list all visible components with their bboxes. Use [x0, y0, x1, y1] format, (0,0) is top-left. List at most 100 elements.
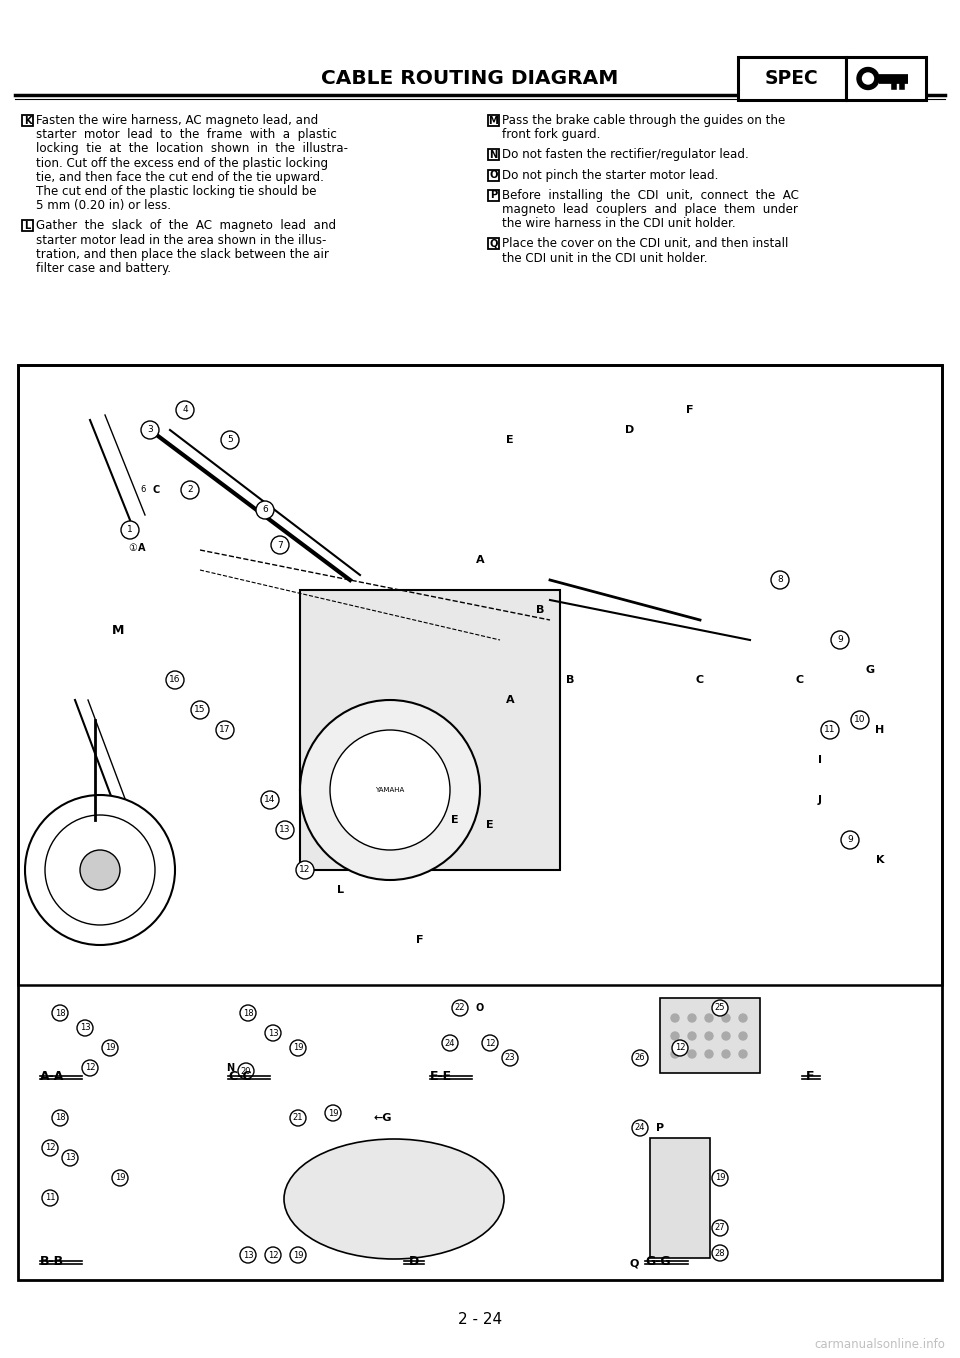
Bar	[738, 57, 846, 100]
Text: L: L	[337, 885, 344, 895]
Bar	[620, 1099, 940, 1281]
Text: M: M	[111, 623, 124, 637]
Circle shape	[265, 1247, 281, 1263]
Circle shape	[82, 1061, 98, 1076]
Text: C: C	[153, 485, 159, 496]
Circle shape	[851, 712, 869, 729]
Bar	[30, 993, 208, 1093]
Text: F: F	[417, 936, 423, 945]
Text: 12: 12	[84, 1063, 95, 1073]
Circle shape	[688, 1032, 696, 1040]
Text: 19: 19	[115, 1173, 125, 1183]
Text: 2 - 24: 2 - 24	[458, 1312, 502, 1328]
Text: I: I	[818, 755, 822, 765]
Circle shape	[705, 1050, 713, 1058]
Circle shape	[722, 1050, 730, 1058]
Bar	[488, 115, 499, 126]
Text: 12: 12	[675, 1043, 685, 1052]
Text: A-A: A-A	[40, 1070, 64, 1082]
Circle shape	[862, 73, 874, 84]
Text: Do not fasten the rectifier/regulator lead.: Do not fasten the rectifier/regulator le…	[502, 148, 749, 162]
Circle shape	[181, 481, 199, 498]
Circle shape	[712, 1171, 728, 1186]
Circle shape	[452, 999, 468, 1016]
Text: 10: 10	[854, 716, 866, 725]
Circle shape	[482, 1035, 498, 1051]
Bar	[420, 993, 610, 1093]
Circle shape	[325, 1105, 341, 1120]
Text: front fork guard.: front fork guard.	[502, 128, 600, 141]
Text: ①: ①	[129, 543, 137, 553]
Circle shape	[712, 1219, 728, 1236]
Circle shape	[671, 1032, 679, 1040]
Text: 4: 4	[182, 406, 188, 414]
Circle shape	[176, 401, 194, 420]
Circle shape	[722, 1032, 730, 1040]
Text: 19: 19	[327, 1108, 338, 1118]
Text: 19: 19	[293, 1043, 303, 1052]
Text: magneto  lead  couplers  and  place  them  under: magneto lead couplers and place them und…	[502, 202, 798, 216]
Circle shape	[276, 822, 294, 839]
Text: ←G: ←G	[383, 1205, 401, 1215]
Text: A: A	[476, 555, 484, 565]
Text: Pass the brake cable through the guides on the: Pass the brake cable through the guides …	[502, 114, 785, 128]
Text: CABLE ROUTING DIAGRAM: CABLE ROUTING DIAGRAM	[322, 68, 618, 87]
Text: 2: 2	[187, 486, 193, 494]
Circle shape	[841, 831, 859, 849]
Bar	[300, 589, 560, 870]
Circle shape	[330, 731, 450, 850]
Circle shape	[712, 1245, 728, 1262]
Circle shape	[238, 1063, 254, 1080]
Text: ←G: ←G	[373, 1114, 392, 1123]
Circle shape	[705, 1032, 713, 1040]
Text: 12: 12	[485, 1039, 495, 1047]
Text: Before  installing  the  CDI  unit,  connect  the  AC: Before installing the CDI unit, connect …	[502, 189, 799, 202]
Text: A: A	[506, 695, 515, 705]
Text: 13: 13	[64, 1153, 75, 1162]
Circle shape	[300, 699, 480, 880]
Circle shape	[831, 631, 849, 649]
Circle shape	[290, 1247, 306, 1263]
Text: tration, and then place the slack between the air: tration, and then place the slack betwee…	[36, 247, 329, 261]
Text: the wire harness in the CDI unit holder.: the wire harness in the CDI unit holder.	[502, 217, 735, 231]
Text: 3: 3	[147, 425, 153, 435]
Text: C-C: C-C	[228, 1070, 252, 1082]
Bar	[30, 1099, 208, 1281]
Text: B: B	[536, 606, 544, 615]
Text: B-B: B-B	[40, 1255, 64, 1268]
Text: 5: 5	[228, 436, 233, 444]
Circle shape	[688, 1014, 696, 1023]
Text: 22: 22	[455, 1004, 466, 1013]
Text: G: G	[865, 665, 875, 675]
Text: 13: 13	[268, 1028, 278, 1038]
Text: Place the cover on the CDI unit, and then install: Place the cover on the CDI unit, and the…	[502, 238, 788, 250]
Text: 6: 6	[140, 486, 146, 494]
Circle shape	[52, 1005, 68, 1021]
Text: starter  motor  lead  to  the  frame  with  a  plastic: starter motor lead to the frame with a p…	[36, 128, 337, 141]
Text: G-G: G-G	[645, 1255, 671, 1268]
Text: O: O	[490, 170, 497, 181]
Text: SPEC: SPEC	[765, 69, 819, 88]
Text: K: K	[876, 856, 884, 865]
Circle shape	[739, 1014, 747, 1023]
Circle shape	[672, 1040, 688, 1057]
Bar	[620, 993, 940, 1093]
Text: P: P	[490, 190, 497, 200]
Text: 14: 14	[264, 796, 276, 804]
Text: 1: 1	[127, 526, 132, 535]
Circle shape	[256, 501, 274, 519]
Text: 28: 28	[714, 1248, 726, 1258]
Text: 9: 9	[837, 636, 843, 645]
Text: 19: 19	[293, 1251, 303, 1259]
Circle shape	[166, 671, 184, 689]
Circle shape	[442, 1035, 458, 1051]
Circle shape	[712, 999, 728, 1016]
Text: 20: 20	[241, 1066, 252, 1076]
Text: Do not pinch the starter motor lead.: Do not pinch the starter motor lead.	[502, 168, 718, 182]
Bar	[218, 1099, 610, 1281]
Circle shape	[265, 1025, 281, 1042]
Text: 25: 25	[715, 1004, 725, 1013]
Bar	[22, 220, 33, 231]
Text: 9: 9	[847, 835, 852, 845]
Circle shape	[221, 430, 239, 449]
